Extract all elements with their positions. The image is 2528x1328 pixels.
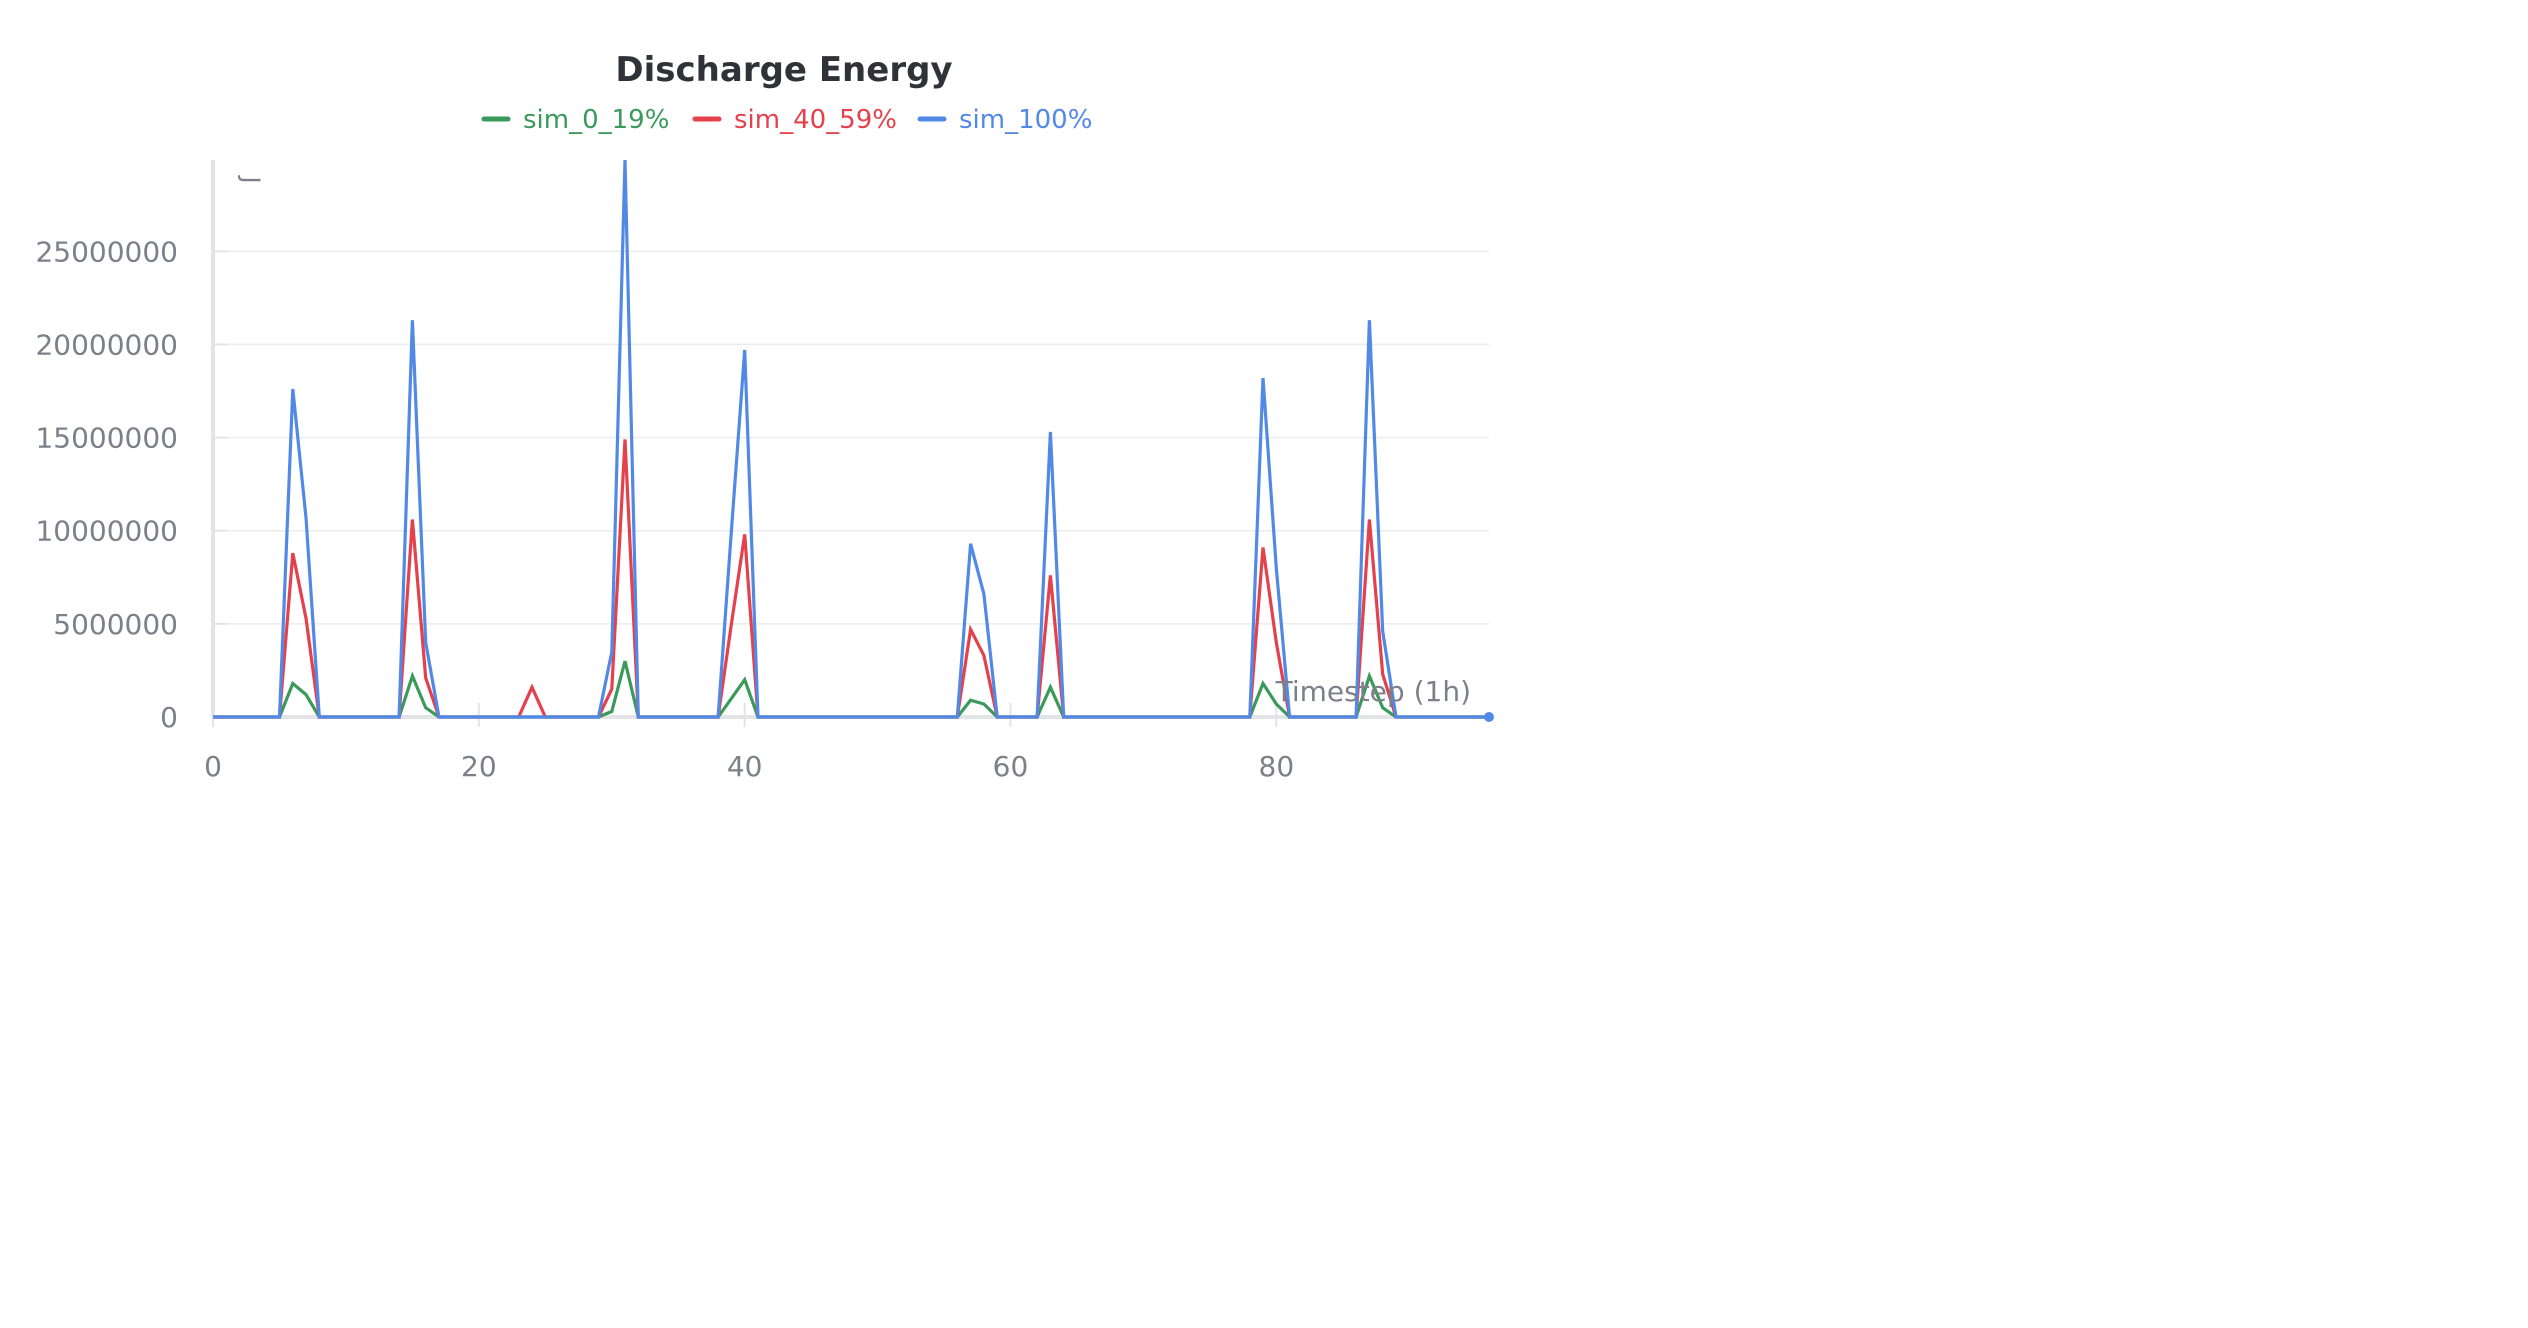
- scrubber-handle[interactable]: [1484, 712, 1494, 722]
- series-line-sim_40_59%: [213, 439, 1489, 719]
- x-tick-label: 60: [993, 750, 1029, 783]
- x-axis: 0 20 40 60 80: [204, 703, 1489, 783]
- legend-label[interactable]: sim_0_19%: [523, 105, 669, 135]
- x-tick-label: 20: [461, 750, 497, 783]
- legend-label[interactable]: sim_40_59%: [734, 105, 897, 135]
- series-line-sim_100%: [213, 159, 1489, 719]
- legend-label[interactable]: sim_100%: [959, 105, 1092, 135]
- y-tick-label: 20000000: [35, 328, 178, 361]
- y-axis-unit: J: [237, 174, 265, 183]
- x-tick-label: 0: [204, 750, 222, 783]
- y-tick-label: 0: [160, 701, 178, 734]
- x-axis-title: Timestep (1h): [1275, 675, 1471, 708]
- chart-title: Discharge Energy: [615, 50, 952, 90]
- y-tick-label: 25000000: [35, 235, 178, 268]
- chart: Discharge Energy sim_0_19% sim_40_59% sim_…: [35, 50, 1494, 783]
- y-tick-label: 5000000: [53, 608, 178, 641]
- x-tick-label: 40: [727, 750, 763, 783]
- legend: sim_0_19% sim_40_59% sim_100%: [481, 105, 1092, 135]
- series-lines: [213, 159, 1489, 719]
- y-tick-label: 10000000: [35, 515, 178, 548]
- y-axis: 0 5000000 10000000 15000000 20000000 25000000: [35, 160, 227, 734]
- x-tick-label: 80: [1259, 750, 1295, 783]
- y-tick-label: 15000000: [35, 422, 178, 455]
